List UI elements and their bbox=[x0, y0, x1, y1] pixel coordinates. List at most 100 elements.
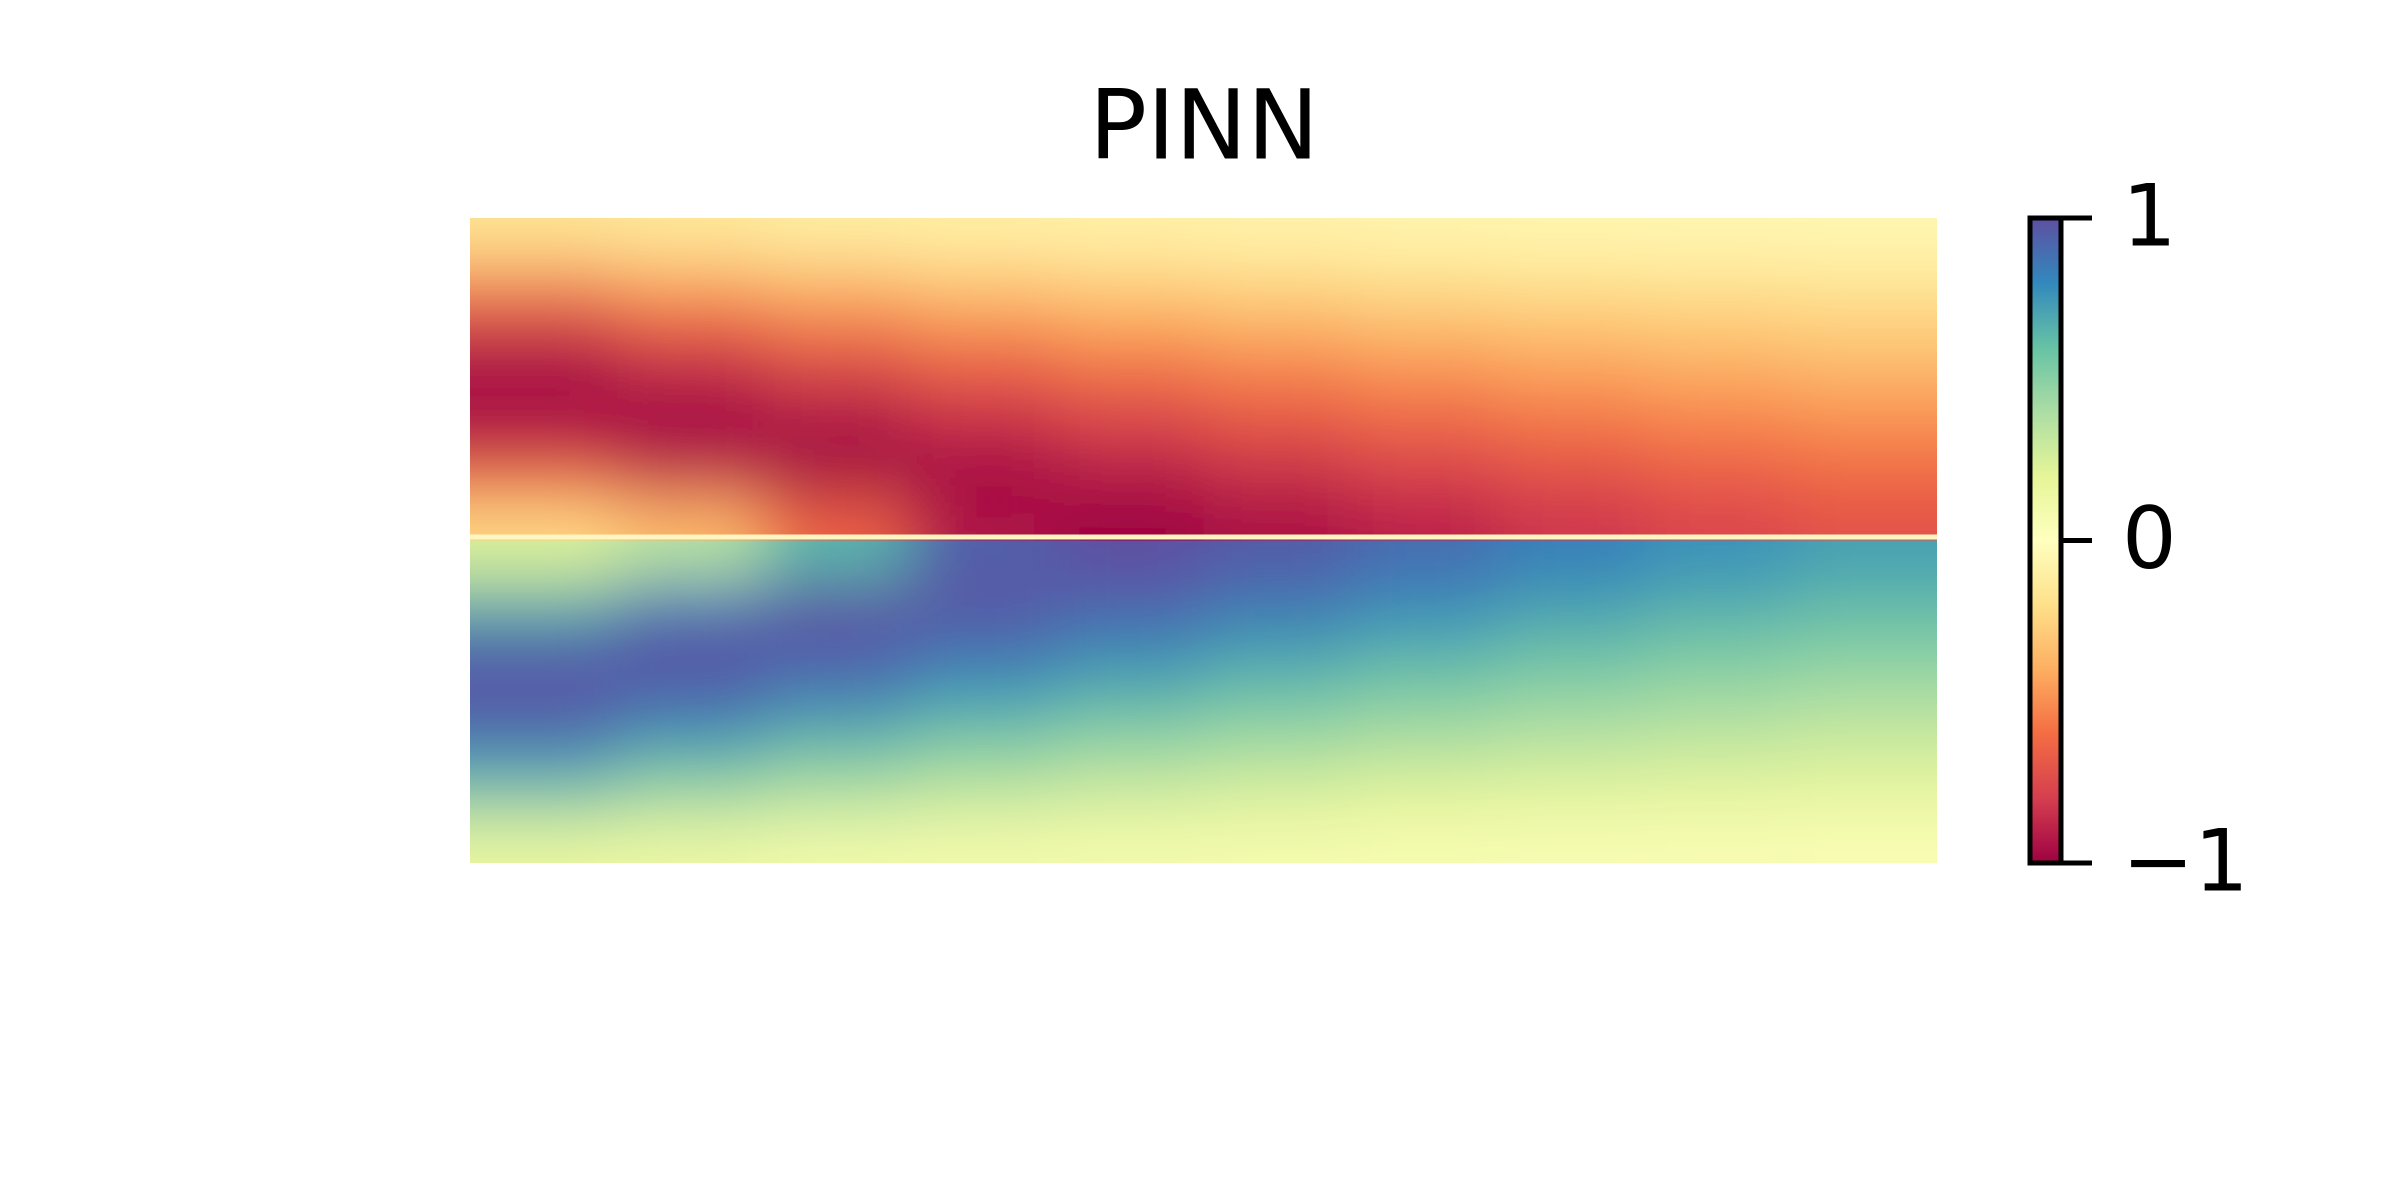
heatmap-cell bbox=[1056, 419, 1205, 461]
heatmap-cell bbox=[616, 500, 765, 541]
heatmap-cell bbox=[1350, 338, 1498, 381]
heatmap-cell bbox=[1496, 218, 1645, 260]
heatmap-cell bbox=[470, 661, 618, 703]
heatmap-cell bbox=[1056, 661, 1205, 703]
heatmap-cell bbox=[616, 782, 765, 824]
heatmap-cell bbox=[1790, 218, 1937, 260]
heatmap-cell bbox=[470, 459, 618, 502]
heatmap-cell bbox=[763, 459, 912, 502]
heatmap-cell bbox=[1350, 822, 1498, 863]
heatmap-cell bbox=[910, 580, 1058, 623]
heatmap-cell bbox=[763, 580, 912, 623]
heatmap-cell bbox=[616, 701, 765, 744]
heatmap-cell bbox=[1790, 258, 1937, 300]
heatmap-cell bbox=[1203, 500, 1352, 541]
heatmap-cell bbox=[616, 419, 765, 461]
heatmap-cell bbox=[910, 258, 1058, 300]
heatmap-cell bbox=[470, 218, 618, 260]
heatmap-cell bbox=[1350, 621, 1498, 663]
heatmap-cell bbox=[1203, 621, 1352, 663]
heatmap-cell bbox=[763, 338, 912, 381]
heatmap-cell bbox=[910, 621, 1058, 663]
heatmap-cell bbox=[910, 379, 1058, 421]
heatmap-cell bbox=[1203, 540, 1352, 582]
heatmap-cell bbox=[1643, 419, 1792, 461]
heatmap-cell bbox=[1056, 218, 1205, 260]
heatmap-cell bbox=[1643, 338, 1792, 381]
heatmap-cell bbox=[470, 742, 618, 784]
heatmap-cell bbox=[1643, 742, 1792, 784]
heatmap-cell bbox=[616, 742, 765, 784]
heatmap-cell bbox=[1203, 258, 1352, 300]
heatmap-cell bbox=[1203, 218, 1352, 260]
heatmap-cell bbox=[1496, 540, 1645, 582]
heatmap-cell bbox=[1496, 459, 1645, 502]
heatmap-cell bbox=[763, 218, 912, 260]
heatmap-cell bbox=[1350, 580, 1498, 623]
heatmap-cell bbox=[616, 298, 765, 340]
heatmap-cell bbox=[1496, 580, 1645, 623]
heatmap-cell bbox=[1496, 701, 1645, 744]
heatmap-cell bbox=[1496, 500, 1645, 541]
heatmap-cell bbox=[616, 258, 765, 300]
heatmap-cell bbox=[1056, 459, 1205, 502]
heatmap-cell bbox=[470, 621, 618, 663]
heatmap-cell bbox=[1496, 822, 1645, 863]
heatmap-cell bbox=[1203, 661, 1352, 703]
heatmap-cell bbox=[616, 338, 765, 381]
heatmap-cell bbox=[910, 218, 1058, 260]
heatmap-cell bbox=[910, 500, 1058, 541]
heatmap-cell bbox=[616, 621, 765, 663]
heatmap-cell bbox=[1350, 379, 1498, 421]
heatmap-cell bbox=[1790, 701, 1937, 744]
heatmap-cell bbox=[470, 822, 618, 863]
heatmap-cell bbox=[1056, 379, 1205, 421]
heatmap-cell bbox=[1643, 580, 1792, 623]
heatmap-cell bbox=[763, 540, 912, 582]
heatmap-cell bbox=[763, 621, 912, 663]
chart-title: PINN bbox=[1089, 69, 1319, 181]
heatmap-cell bbox=[1350, 218, 1498, 260]
heatmap-cell bbox=[1203, 459, 1352, 502]
heatmap-cell bbox=[1056, 338, 1205, 381]
heatmap-cell bbox=[616, 580, 765, 623]
heatmap-cell bbox=[1350, 782, 1498, 824]
heatmap-cell bbox=[1496, 258, 1645, 300]
heatmap-cell bbox=[1496, 298, 1645, 340]
heatmap-cell bbox=[763, 379, 912, 421]
heatmap-cell bbox=[1203, 379, 1352, 421]
heatmap-cell bbox=[1790, 540, 1937, 582]
colorbar bbox=[2027, 215, 2064, 866]
heatmap-cell bbox=[1790, 580, 1937, 623]
heatmap-cell bbox=[1643, 621, 1792, 663]
heatmap-cell bbox=[470, 782, 618, 824]
heatmap-cell bbox=[1350, 459, 1498, 502]
heatmap-cell bbox=[616, 459, 765, 502]
heatmap-cell bbox=[910, 782, 1058, 824]
heatmap-cell bbox=[763, 258, 912, 300]
heatmap-cell bbox=[910, 338, 1058, 381]
heatmap-cell bbox=[1496, 419, 1645, 461]
heatmap-cell bbox=[1790, 338, 1937, 381]
heatmap-cell bbox=[470, 379, 618, 421]
colorbar-tick-label: −1 bbox=[2122, 811, 2249, 911]
colorbar-tick-label: 0 bbox=[2122, 489, 2177, 589]
heatmap-lower bbox=[470, 540, 1937, 863]
heatmap-cell bbox=[1350, 661, 1498, 703]
heatmap-cell bbox=[616, 218, 765, 260]
heatmap-upper bbox=[470, 218, 1937, 541]
heatmap-cell bbox=[1203, 701, 1352, 744]
heatmap-cell bbox=[1643, 258, 1792, 300]
heatmap-cell bbox=[1643, 459, 1792, 502]
heatmap-cell bbox=[1056, 621, 1205, 663]
heatmap-cell bbox=[1496, 338, 1645, 381]
heatmap-cell bbox=[470, 298, 618, 340]
heatmap-cell bbox=[1056, 822, 1205, 863]
heatmap-cell bbox=[1203, 419, 1352, 461]
heatmap-cell bbox=[1643, 822, 1792, 863]
heatmap-cell bbox=[1350, 742, 1498, 784]
heatmap-cell bbox=[470, 419, 618, 461]
heatmap-cell bbox=[1790, 500, 1937, 541]
heatmap-cell bbox=[1643, 500, 1792, 541]
